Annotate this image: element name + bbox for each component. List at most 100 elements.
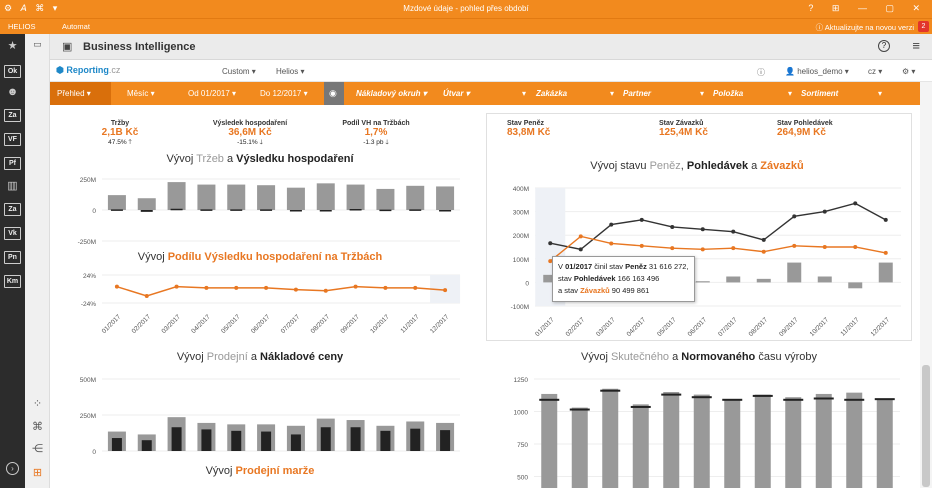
- filter-partner[interactable]: Partner: [623, 89, 651, 98]
- logo-suffix: .cz: [108, 65, 121, 75]
- module-label[interactable]: Automat: [62, 22, 90, 31]
- chevron-right-icon[interactable]: ›: [6, 462, 19, 475]
- window-title: Mzdové údaje - pohled přes období: [403, 4, 529, 13]
- series-point: [761, 237, 766, 242]
- hamburger-icon[interactable]: ≡: [912, 38, 920, 53]
- update-link[interactable]: ⓘ Aktualizujte na novou verzi: [815, 23, 914, 32]
- cost-bar: [111, 438, 122, 451]
- settings-icon[interactable]: ⚙ ▾: [902, 67, 916, 76]
- dim-label: Položka: [713, 89, 744, 98]
- sidebar-item-vf[interactable]: VF: [4, 133, 21, 146]
- update-badge[interactable]: 2: [918, 21, 929, 32]
- kpi-label: Podíl VH na Tržbách: [342, 120, 410, 127]
- presentation-icon: ▣: [62, 41, 73, 53]
- series-point: [761, 249, 766, 254]
- sidebar-item-za2[interactable]: Za: [4, 203, 21, 216]
- kpi-label: Výsledek hospodaření: [212, 120, 288, 127]
- from-select[interactable]: Od 01/2017 ▾: [188, 89, 237, 98]
- info-icon[interactable]: ⓘ: [757, 68, 765, 77]
- dropdown-arrow[interactable]: ▾: [522, 89, 527, 98]
- series-point: [853, 201, 858, 206]
- y-tick-label: 24%: [83, 273, 96, 280]
- custom-menu[interactable]: Custom ▾: [222, 67, 256, 76]
- grid-icon[interactable]: ⊞: [32, 467, 43, 479]
- cost-bar: [290, 434, 301, 451]
- card-icon[interactable]: ▭: [33, 39, 42, 49]
- view-select[interactable]: Přehled ▾: [57, 89, 91, 98]
- y-tick-label: 0: [92, 449, 96, 456]
- window-controls[interactable]: ? ⊞ — ▢ ✕: [808, 3, 928, 13]
- y-tick-label: 0: [525, 280, 529, 287]
- user-menu[interactable]: 👤 helios_demo ▾: [785, 67, 849, 76]
- cost-bar: [440, 430, 451, 451]
- y-tick-label: 1000: [514, 410, 529, 417]
- series-point: [548, 259, 553, 264]
- kpi-receivables: Stav Pohledávek 264,9M Kč: [777, 120, 857, 138]
- revenue-bar: [436, 186, 455, 210]
- scatter-icon[interactable]: ⁘: [32, 398, 43, 410]
- x-tick-label: 03/2017: [160, 313, 182, 335]
- series-point: [731, 229, 736, 234]
- titlebar-icons[interactable]: ⚙ 𝘈 ⌘ ▾: [4, 3, 61, 13]
- chart-share: 24% -24% 01/2017 02/2017 03/2017 04/2017 05/20…: [81, 273, 461, 335]
- series-point: [883, 217, 888, 222]
- logo[interactable]: ⬢ Reporting.cz: [56, 65, 121, 75]
- scrollbar[interactable]: [920, 82, 932, 488]
- series-point: [670, 224, 675, 229]
- norm-marker: [630, 405, 651, 408]
- sidebar-item-pn[interactable]: Pn: [4, 251, 21, 264]
- sidebar-item-ok[interactable]: Ok: [4, 65, 21, 78]
- left-sidebar: ★ Ok ☻ Za VF Pf ▥ Za Vk Pn Km ›: [0, 34, 25, 488]
- share-icon[interactable]: ⋲: [32, 443, 43, 455]
- filter-item[interactable]: Položka: [713, 89, 743, 98]
- cost-bar: [231, 430, 242, 451]
- norm-marker: [600, 389, 621, 392]
- sidebar-item-vk[interactable]: Vk: [4, 227, 21, 240]
- filter-order[interactable]: Zakázka: [536, 89, 567, 98]
- eye-icon[interactable]: ◉: [324, 82, 344, 105]
- x-tick-label: 08/2017: [310, 313, 332, 335]
- share-point: [264, 285, 269, 290]
- kpi-liabilities: Stav Závazků 125,4M Kč: [659, 120, 739, 138]
- cost-bar: [261, 431, 272, 451]
- user-label: helios_demo: [797, 67, 843, 76]
- cash-bar: [848, 282, 863, 289]
- arrow-down-icon: 🡓: [385, 139, 389, 146]
- series-point: [822, 209, 827, 214]
- actual-bar: [754, 394, 771, 488]
- book-icon[interactable]: ▥: [7, 180, 18, 192]
- result-bar: [200, 209, 213, 211]
- dashboard: Tržby 2,1B Kč 47.5% 🡑 Výsledek hospodaře…: [50, 105, 920, 488]
- sidebar-item-km[interactable]: Km: [4, 275, 21, 288]
- granularity-select[interactable]: Měsíc ▾: [127, 89, 155, 98]
- kpi-value: 125,4M Kč: [659, 127, 708, 138]
- logo-text: Reporting: [66, 65, 109, 75]
- kpi-revenue: Tržby 2,1B Kč 47.5% 🡑: [90, 120, 150, 149]
- dropdown-arrow[interactable]: ▾: [788, 89, 793, 98]
- user-icon[interactable]: ☻: [6, 86, 19, 98]
- cost-bar: [380, 430, 391, 451]
- star-icon[interactable]: ★: [7, 40, 18, 52]
- y-tick-label: 500M: [80, 377, 96, 384]
- x-tick-label: 12/2017: [870, 316, 892, 338]
- x-tick-label: 06/2017: [250, 313, 272, 335]
- actual-bar: [632, 404, 649, 488]
- dropdown-arrow[interactable]: ▾: [700, 89, 705, 98]
- scrollbar-thumb[interactable]: [922, 365, 930, 487]
- dropdown-arrow[interactable]: ▾: [610, 89, 615, 98]
- filter-assortment[interactable]: Sortiment: [801, 89, 838, 98]
- filter-cost-circuit[interactable]: Nákladový okruh ▾: [356, 89, 427, 98]
- x-tick-label: 08/2017: [748, 316, 770, 338]
- helios-menu[interactable]: Helios ▾: [276, 67, 305, 76]
- to-select[interactable]: Do 12/2017 ▾: [260, 89, 308, 98]
- filter-department[interactable]: Útvar ▾: [443, 89, 470, 98]
- sidebar-item-za[interactable]: Za: [4, 109, 21, 122]
- license-label[interactable]: HELIOS: [8, 22, 36, 31]
- series-point: [609, 222, 614, 227]
- help-icon[interactable]: ?: [878, 40, 890, 52]
- lang-menu[interactable]: cz ▾: [868, 67, 883, 76]
- sidebar-item-pf[interactable]: Pf: [4, 157, 21, 170]
- chart-cash: 400M 300M 200M 100M 0 -100M 01/2017 02/2017 03/2…: [511, 186, 901, 338]
- dropdown-arrow[interactable]: ▾: [878, 89, 883, 98]
- network-icon[interactable]: ⌘: [32, 421, 43, 433]
